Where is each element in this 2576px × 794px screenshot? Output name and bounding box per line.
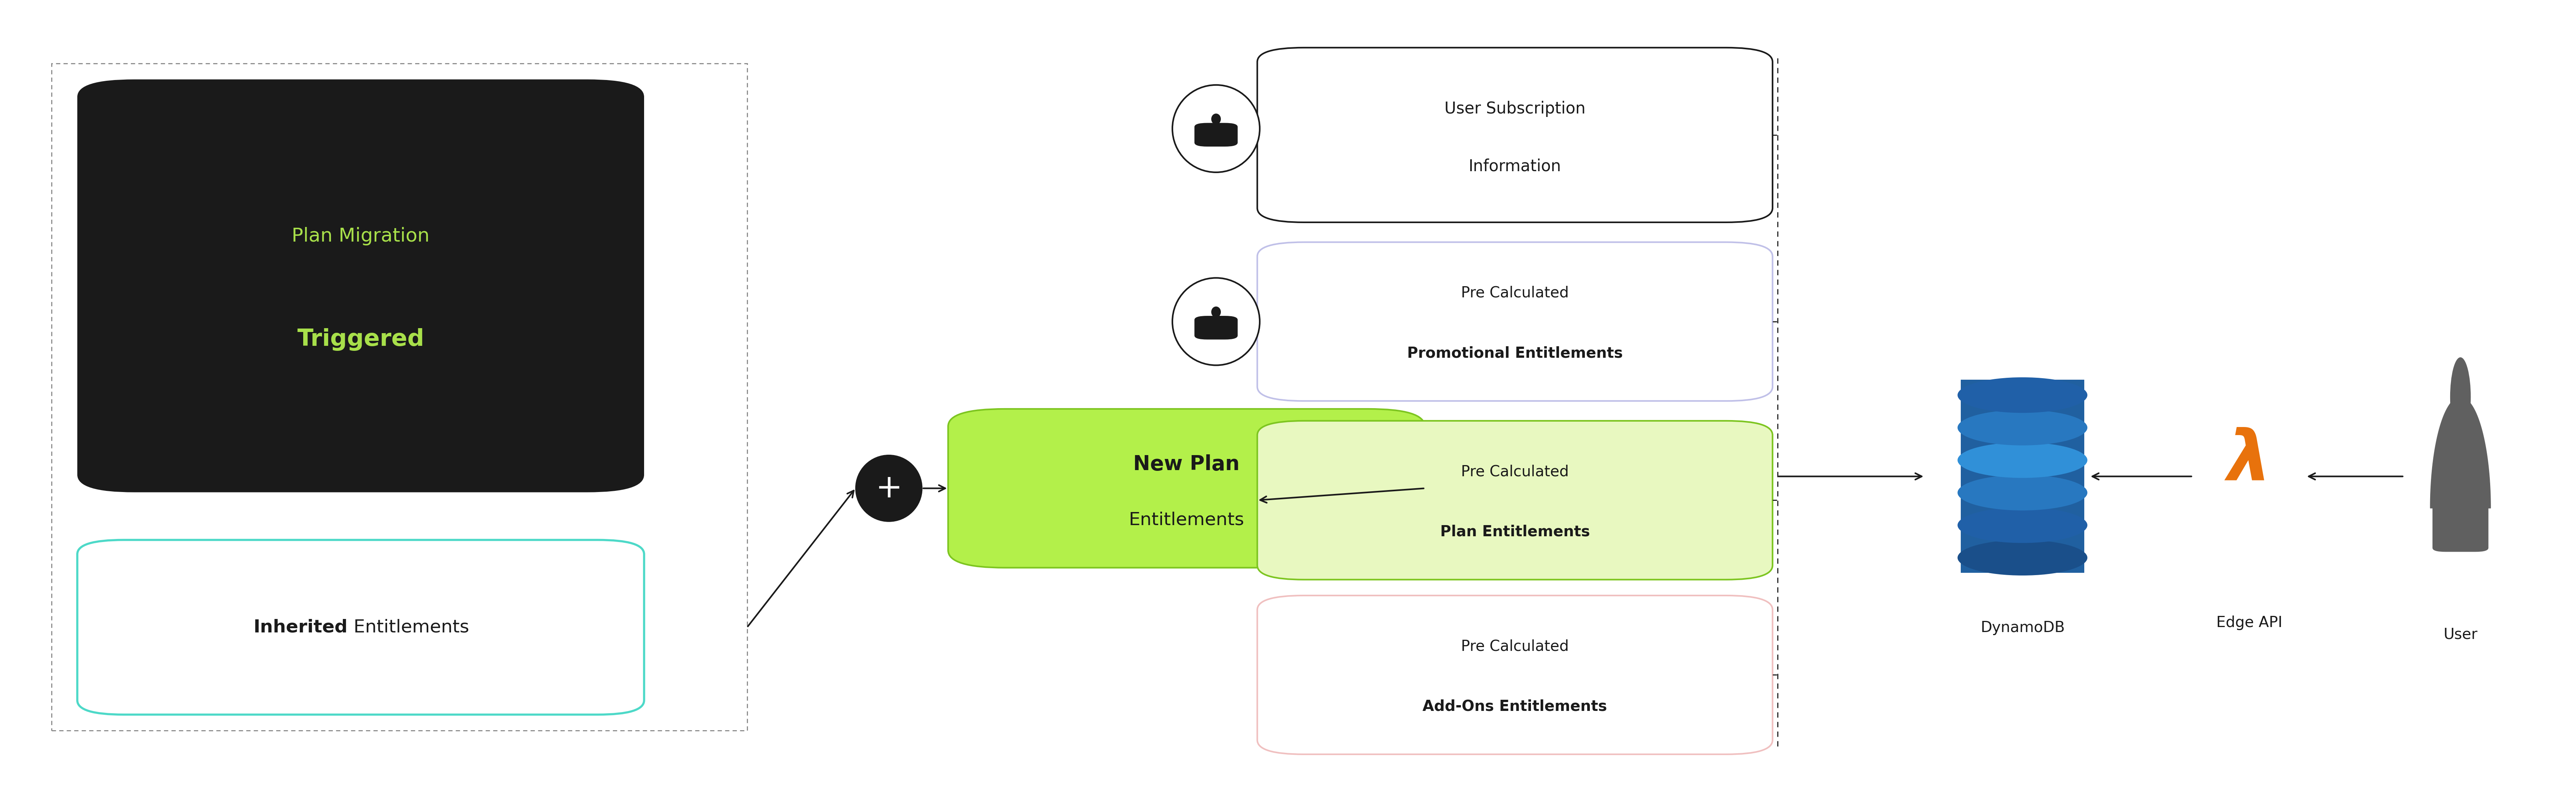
FancyBboxPatch shape [1257, 48, 1772, 222]
Ellipse shape [1172, 85, 1260, 172]
Text: Inherited: Inherited [252, 619, 348, 636]
Text: Pre Calculated: Pre Calculated [1461, 464, 1569, 479]
Ellipse shape [1958, 475, 2087, 511]
Text: +: + [876, 472, 902, 504]
Text: Entitlements: Entitlements [348, 619, 469, 636]
Text: λ: λ [2226, 426, 2272, 495]
Ellipse shape [2450, 357, 2470, 437]
Ellipse shape [1211, 114, 1221, 125]
FancyBboxPatch shape [1257, 596, 1772, 754]
Polygon shape [1960, 380, 2084, 573]
Ellipse shape [855, 455, 922, 522]
FancyBboxPatch shape [948, 409, 1425, 568]
FancyBboxPatch shape [77, 79, 644, 492]
FancyBboxPatch shape [1195, 123, 1236, 147]
Text: Information: Information [1468, 158, 1561, 175]
Text: Entitlements: Entitlements [1128, 511, 1244, 529]
Ellipse shape [1958, 377, 2087, 413]
Text: Edge API: Edge API [2215, 615, 2282, 630]
Text: Promotional Entitlements: Promotional Entitlements [1406, 346, 1623, 360]
Text: Triggered: Triggered [296, 328, 425, 351]
FancyBboxPatch shape [1257, 242, 1772, 401]
Text: DynamoDB: DynamoDB [1981, 621, 2063, 635]
Ellipse shape [1958, 507, 2087, 543]
Ellipse shape [1958, 442, 2087, 478]
Ellipse shape [1172, 278, 1260, 365]
Text: Pre Calculated: Pre Calculated [1461, 286, 1569, 300]
Text: User: User [2442, 627, 2478, 642]
Polygon shape [2429, 397, 2491, 508]
Text: Plan Entitlements: Plan Entitlements [1440, 525, 1589, 539]
Ellipse shape [1958, 540, 2087, 576]
FancyBboxPatch shape [77, 540, 644, 715]
Text: Add-Ons Entitlements: Add-Ons Entitlements [1422, 700, 1607, 714]
Ellipse shape [1958, 410, 2087, 445]
FancyBboxPatch shape [1195, 316, 1236, 340]
Text: New Plan: New Plan [1133, 454, 1239, 475]
Text: User Subscription: User Subscription [1445, 101, 1584, 117]
FancyBboxPatch shape [2432, 472, 2488, 552]
Ellipse shape [1211, 306, 1221, 318]
FancyBboxPatch shape [1257, 421, 1772, 580]
Text: Plan Migration: Plan Migration [291, 227, 430, 245]
Text: Pre Calculated: Pre Calculated [1461, 639, 1569, 653]
